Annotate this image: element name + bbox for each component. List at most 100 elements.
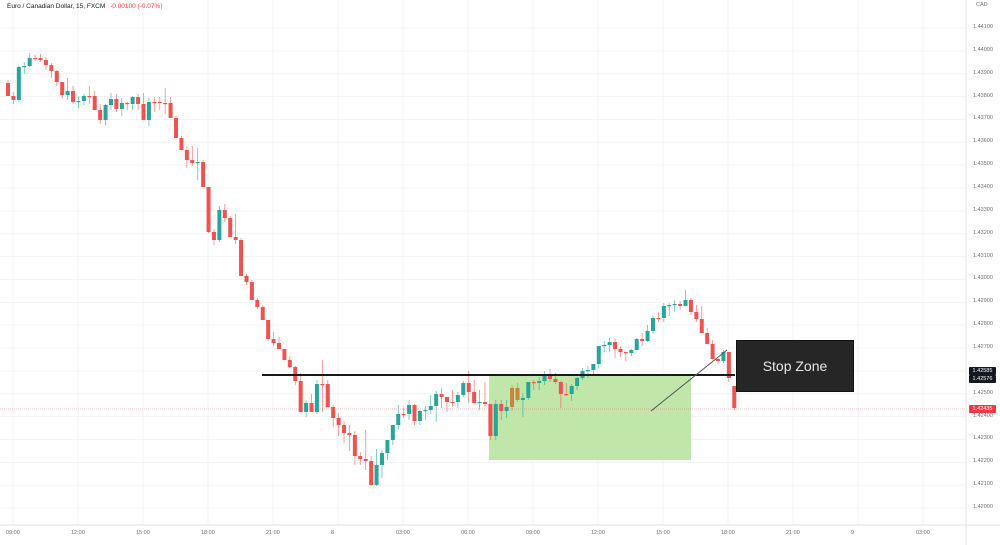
candle-bullish bbox=[569, 386, 574, 394]
candle-bullish bbox=[304, 403, 309, 412]
price-tick-label: 1.42500 bbox=[973, 389, 993, 396]
candle-bearish bbox=[201, 162, 206, 187]
candle-bullish bbox=[455, 395, 460, 402]
candle-bearish bbox=[488, 404, 493, 436]
candle-bearish bbox=[309, 403, 314, 412]
candle-bullish bbox=[379, 453, 384, 465]
stop-zone-annotation[interactable]: Stop Zone bbox=[736, 340, 854, 392]
candle-bullish bbox=[634, 339, 639, 350]
candle-bullish bbox=[542, 375, 547, 381]
candle-bullish bbox=[130, 97, 135, 104]
time-tick-label: 09:00 bbox=[526, 530, 540, 536]
candle-bearish bbox=[439, 394, 444, 397]
time-tick-label: 18:00 bbox=[721, 530, 735, 536]
candle-bearish bbox=[450, 402, 455, 404]
time-tick-label: 06:00 bbox=[461, 530, 475, 536]
candle-bearish bbox=[548, 375, 552, 379]
candle-bearish bbox=[11, 96, 16, 100]
candle-bearish bbox=[239, 240, 244, 276]
candle-bullish bbox=[65, 91, 70, 95]
trend-line bbox=[650, 349, 728, 412]
price-tick-label: 1.43300 bbox=[973, 206, 993, 213]
price-tick-label: 1.42200 bbox=[973, 458, 993, 465]
candle-bearish bbox=[287, 360, 292, 367]
candle-bearish bbox=[699, 319, 704, 333]
candle-bearish bbox=[54, 71, 59, 82]
candle-bullish bbox=[76, 101, 81, 103]
time-tick-label: 09:00 bbox=[6, 530, 20, 536]
candle-bearish bbox=[472, 392, 477, 403]
time-tick-label: 03:00 bbox=[916, 530, 930, 536]
candle-bearish bbox=[249, 282, 254, 300]
time-tick-label: 15:00 bbox=[656, 530, 670, 536]
candle-bullish bbox=[407, 405, 412, 414]
candle-bearish bbox=[228, 218, 233, 237]
candle-bearish bbox=[38, 58, 43, 60]
candle-bearish bbox=[179, 138, 184, 150]
candle-bearish bbox=[515, 388, 520, 400]
price-tick-label: 1.43100 bbox=[973, 252, 993, 259]
candle-bullish bbox=[103, 105, 108, 120]
candle-bearish bbox=[705, 333, 710, 344]
candle-bullish bbox=[195, 162, 200, 164]
price-tick-label: 1.42000 bbox=[973, 504, 993, 511]
candle-bearish bbox=[499, 404, 504, 411]
horizontal-line-price-tag-lower: 1.42576 bbox=[969, 375, 996, 383]
candle-bullish bbox=[390, 425, 395, 440]
candle-bullish bbox=[108, 99, 113, 105]
time-tick-label: 21:00 bbox=[266, 530, 280, 536]
candle-bearish bbox=[352, 435, 357, 456]
time-tick-label: 15:00 bbox=[136, 530, 150, 536]
candle-bullish bbox=[434, 394, 439, 406]
candle-bearish bbox=[401, 414, 406, 416]
candle-bearish bbox=[640, 339, 645, 341]
candle-bullish bbox=[119, 103, 124, 109]
time-tick-label: 21:00 bbox=[786, 530, 800, 536]
candle-bullish bbox=[585, 370, 590, 372]
candle-bearish bbox=[49, 65, 54, 71]
candle-bullish bbox=[417, 411, 422, 421]
time-tick-label: 03:00 bbox=[396, 530, 410, 536]
candle-bearish bbox=[92, 96, 97, 110]
candle-bearish bbox=[336, 418, 341, 425]
candle-bearish bbox=[558, 382, 563, 394]
price-tick-label: 1.43900 bbox=[973, 69, 993, 76]
green-zone-rectangle bbox=[489, 375, 691, 460]
candle-bearish bbox=[163, 103, 168, 105]
price-tick-label: 1.43600 bbox=[973, 138, 993, 145]
candle-bullish bbox=[16, 67, 21, 100]
price-tick-label: 1.43000 bbox=[973, 275, 993, 282]
candle-bearish bbox=[694, 312, 699, 319]
candle-bearish bbox=[320, 384, 325, 386]
candle-bearish bbox=[623, 352, 628, 354]
candle-bearish bbox=[678, 304, 683, 306]
candle-bearish bbox=[710, 344, 715, 359]
candle-bearish bbox=[445, 397, 450, 402]
candle-bearish bbox=[282, 349, 287, 360]
candle-bearish bbox=[716, 359, 721, 361]
stop-zone-label: Stop Zone bbox=[762, 358, 828, 374]
candle-bearish bbox=[564, 394, 569, 396]
candle-bearish bbox=[656, 318, 661, 320]
candle-bearish bbox=[260, 307, 265, 320]
price-tick-label: 1.42300 bbox=[973, 435, 993, 442]
candle-bearish bbox=[98, 110, 103, 120]
candle-bearish bbox=[114, 99, 119, 109]
candle-bearish bbox=[255, 300, 260, 307]
candle-bearish bbox=[6, 83, 10, 96]
last-price-tag: 1.42435 bbox=[969, 405, 996, 413]
candle-bearish bbox=[342, 425, 347, 433]
candle-bearish bbox=[71, 91, 76, 102]
currency-label[interactable]: CAD bbox=[976, 2, 988, 8]
symbol-title: Euro / Canadian Dollar, 15, FXCM bbox=[7, 3, 106, 10]
time-tick-label: 8 bbox=[331, 530, 335, 536]
candle-bullish bbox=[575, 378, 580, 386]
candle-bearish bbox=[412, 405, 417, 421]
price-tick-label: 1.42700 bbox=[973, 344, 993, 351]
candle-bullish bbox=[629, 350, 634, 353]
candle-bullish bbox=[81, 96, 86, 101]
price-tick-label: 1.43400 bbox=[973, 184, 993, 191]
candle-bearish bbox=[732, 386, 737, 408]
